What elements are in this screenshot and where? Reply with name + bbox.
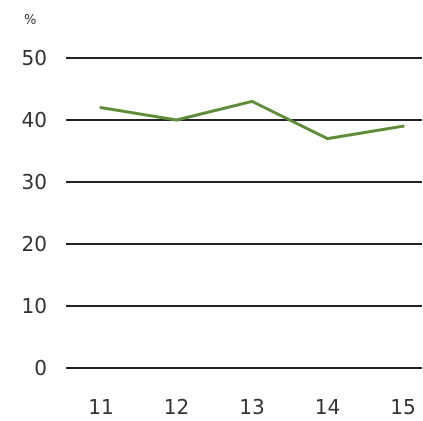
x-tick-label-14: 14 — [315, 395, 340, 419]
x-tick-label-15: 15 — [390, 395, 415, 419]
y-tick-label-20: 20 — [22, 232, 47, 256]
data-point-12 — [175, 118, 178, 122]
y-axis-unit-label: % — [24, 13, 36, 28]
y-tick-label-30: 30 — [22, 170, 47, 194]
gridlines — [66, 57, 422, 369]
y-tick-label-0: 0 — [34, 356, 47, 380]
data-point-11 — [99, 106, 103, 110]
series-group — [99, 99, 405, 141]
y-tick-label-40: 40 — [22, 108, 47, 132]
y-axis-tick-labels: 50 40 30 20 10 0 — [22, 46, 47, 380]
x-tick-label-13: 13 — [239, 395, 264, 419]
y-tick-label-50: 50 — [22, 46, 47, 70]
data-point-13 — [250, 99, 254, 103]
data-point-15 — [401, 124, 405, 128]
x-axis-tick-labels: 11 12 13 14 15 — [88, 395, 415, 419]
data-point-14 — [326, 137, 329, 141]
x-tick-label-11: 11 — [88, 395, 113, 419]
y-tick-label-10: 10 — [22, 294, 47, 318]
x-tick-label-12: 12 — [164, 395, 189, 419]
